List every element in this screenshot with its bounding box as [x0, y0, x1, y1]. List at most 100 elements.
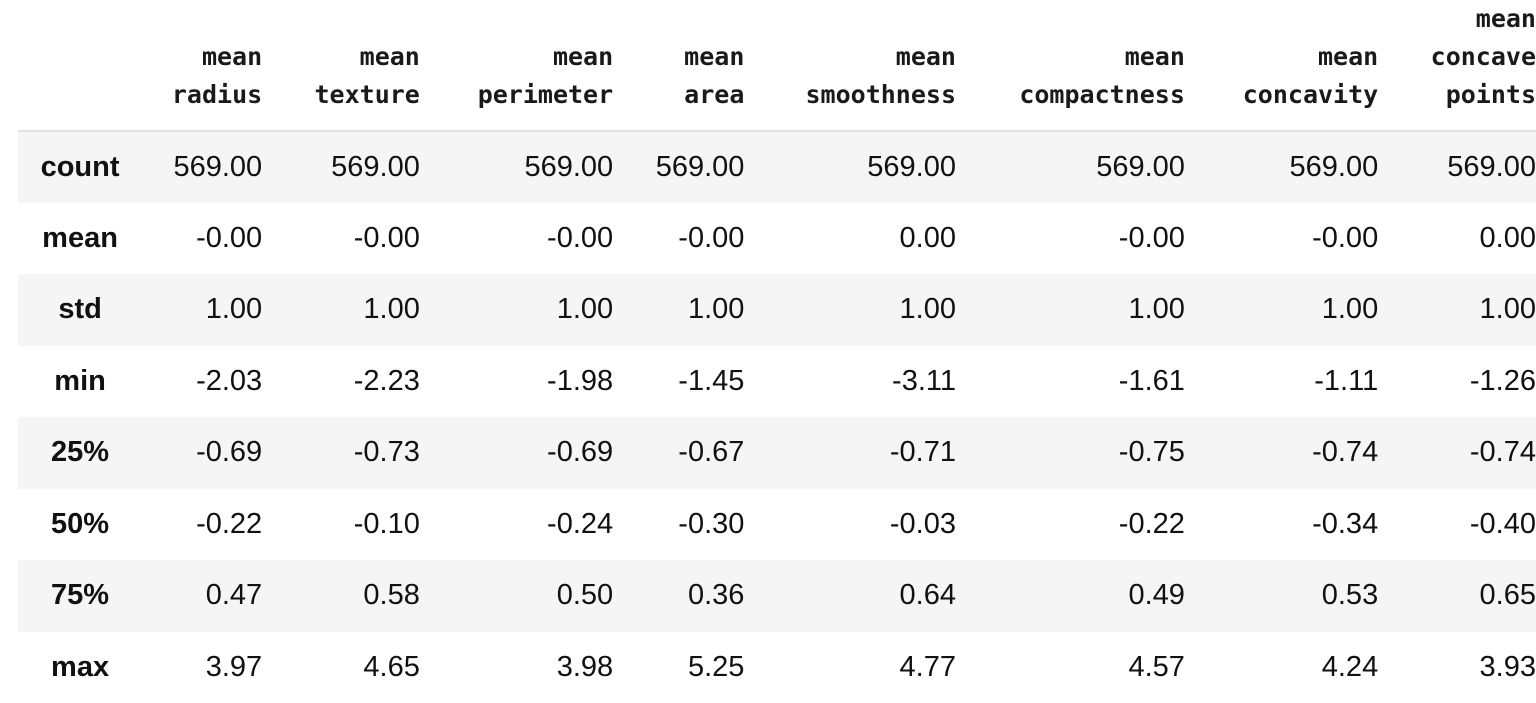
table-cell: 1.00 — [956, 274, 1185, 346]
table-cell: 0.50 — [420, 560, 613, 632]
column-header-line: mean — [1378, 0, 1536, 38]
table-cell: 569.00 — [262, 131, 420, 203]
table-cell: -1.98 — [420, 346, 613, 418]
dataframe-output: mean radius mean texture mean perimeter … — [18, 0, 1536, 703]
column-header-mean-radius: mean radius — [142, 0, 262, 131]
table-cell: -0.71 — [744, 417, 956, 489]
table-cell: 1.00 — [613, 274, 744, 346]
table-row: count 569.00 569.00 569.00 569.00 569.00… — [18, 131, 1536, 203]
column-header-line: mean — [420, 38, 613, 76]
table-row: 25% -0.69 -0.73 -0.69 -0.67 -0.71 -0.75 … — [18, 417, 1536, 489]
table-cell: 3.97 — [142, 632, 262, 703]
column-header-line: texture — [262, 76, 420, 114]
column-header-line: smoothness — [744, 76, 956, 114]
table-cell: -1.45 — [613, 346, 744, 418]
row-label: 25% — [18, 417, 142, 489]
table-cell: 4.77 — [744, 632, 956, 703]
column-header-line: compactness — [956, 76, 1185, 114]
index-header — [18, 0, 142, 131]
table-cell: 1.00 — [1185, 274, 1378, 346]
header-row: mean radius mean texture mean perimeter … — [18, 0, 1536, 131]
table-cell: -1.61 — [956, 346, 1185, 418]
column-header-line: mean — [1185, 38, 1378, 76]
row-label: max — [18, 632, 142, 703]
table-cell: 0.53 — [1185, 560, 1378, 632]
column-header-mean-concavity: mean concavity — [1185, 0, 1378, 131]
table-cell: 0.58 — [262, 560, 420, 632]
table-cell: -2.03 — [142, 346, 262, 418]
table-cell: 4.24 — [1185, 632, 1378, 703]
table-cell: 569.00 — [744, 131, 956, 203]
table-cell: 0.47 — [142, 560, 262, 632]
table-cell: 1.00 — [262, 274, 420, 346]
table-cell: 569.00 — [420, 131, 613, 203]
table-cell: 0.64 — [744, 560, 956, 632]
table-cell: 0.49 — [956, 560, 1185, 632]
table-cell: 3.93 — [1378, 632, 1536, 703]
table-cell: 3.98 — [420, 632, 613, 703]
column-header-mean-texture: mean texture — [262, 0, 420, 131]
column-header-line: mean — [956, 38, 1185, 76]
table-cell: 569.00 — [613, 131, 744, 203]
column-header-mean-area: mean area — [613, 0, 744, 131]
column-header-line: concavity — [1185, 76, 1378, 114]
table-cell: -0.22 — [142, 489, 262, 561]
table-cell: -1.26 — [1378, 346, 1536, 418]
table-cell: -0.00 — [1185, 203, 1378, 275]
table-cell: 569.00 — [956, 131, 1185, 203]
column-header-mean-concave-points: mean concave points — [1378, 0, 1536, 131]
table-cell: 0.00 — [1378, 203, 1536, 275]
table-cell: -0.69 — [142, 417, 262, 489]
table-cell: 0.65 — [1378, 560, 1536, 632]
table-cell: -0.10 — [262, 489, 420, 561]
table-cell: -0.00 — [142, 203, 262, 275]
row-label: 75% — [18, 560, 142, 632]
table-row: std 1.00 1.00 1.00 1.00 1.00 1.00 1.00 1… — [18, 274, 1536, 346]
table-cell: -3.11 — [744, 346, 956, 418]
table-cell: -0.75 — [956, 417, 1185, 489]
table-cell: -0.40 — [1378, 489, 1536, 561]
table-row: 75% 0.47 0.58 0.50 0.36 0.64 0.49 0.53 0… — [18, 560, 1536, 632]
column-header-line: area — [613, 76, 744, 114]
column-header-line: concave — [1378, 38, 1536, 76]
table-cell: -0.67 — [613, 417, 744, 489]
table-cell: 1.00 — [142, 274, 262, 346]
table-cell: -0.34 — [1185, 489, 1378, 561]
table-row: 50% -0.22 -0.10 -0.24 -0.30 -0.03 -0.22 … — [18, 489, 1536, 561]
row-label: min — [18, 346, 142, 418]
column-header-line: mean — [142, 38, 262, 76]
table-cell: 1.00 — [1378, 274, 1536, 346]
table-cell: -0.00 — [956, 203, 1185, 275]
table-cell: -0.03 — [744, 489, 956, 561]
column-header-line: mean — [262, 38, 420, 76]
column-header-mean-smoothness: mean smoothness — [744, 0, 956, 131]
table-cell: -2.23 — [262, 346, 420, 418]
table-cell: 4.65 — [262, 632, 420, 703]
table-cell: -0.00 — [420, 203, 613, 275]
row-label: std — [18, 274, 142, 346]
describe-table: mean radius mean texture mean perimeter … — [18, 0, 1536, 703]
row-label: count — [18, 131, 142, 203]
column-header-line: points — [1378, 76, 1536, 114]
table-cell: 569.00 — [142, 131, 262, 203]
table-cell: 1.00 — [420, 274, 613, 346]
row-label: 50% — [18, 489, 142, 561]
table-cell: -0.74 — [1378, 417, 1536, 489]
table-cell: -0.00 — [262, 203, 420, 275]
table-cell: 0.36 — [613, 560, 744, 632]
row-label: mean — [18, 203, 142, 275]
table-cell: -0.69 — [420, 417, 613, 489]
table-row: min -2.03 -2.23 -1.98 -1.45 -3.11 -1.61 … — [18, 346, 1536, 418]
table-cell: -0.24 — [420, 489, 613, 561]
column-header-line: mean — [613, 38, 744, 76]
table-cell: -0.74 — [1185, 417, 1378, 489]
table-cell: -0.30 — [613, 489, 744, 561]
table-cell: 1.00 — [744, 274, 956, 346]
table-cell: 5.25 — [613, 632, 744, 703]
table-cell: -0.00 — [613, 203, 744, 275]
column-header-line: radius — [142, 76, 262, 114]
table-cell: 0.00 — [744, 203, 956, 275]
table-row: mean -0.00 -0.00 -0.00 -0.00 0.00 -0.00 … — [18, 203, 1536, 275]
table-cell: -0.22 — [956, 489, 1185, 561]
column-header-mean-perimeter: mean perimeter — [420, 0, 613, 131]
